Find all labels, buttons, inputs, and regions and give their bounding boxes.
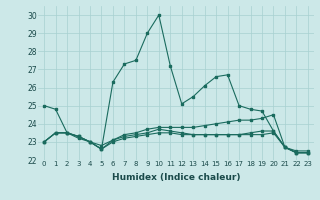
X-axis label: Humidex (Indice chaleur): Humidex (Indice chaleur)	[112, 173, 240, 182]
